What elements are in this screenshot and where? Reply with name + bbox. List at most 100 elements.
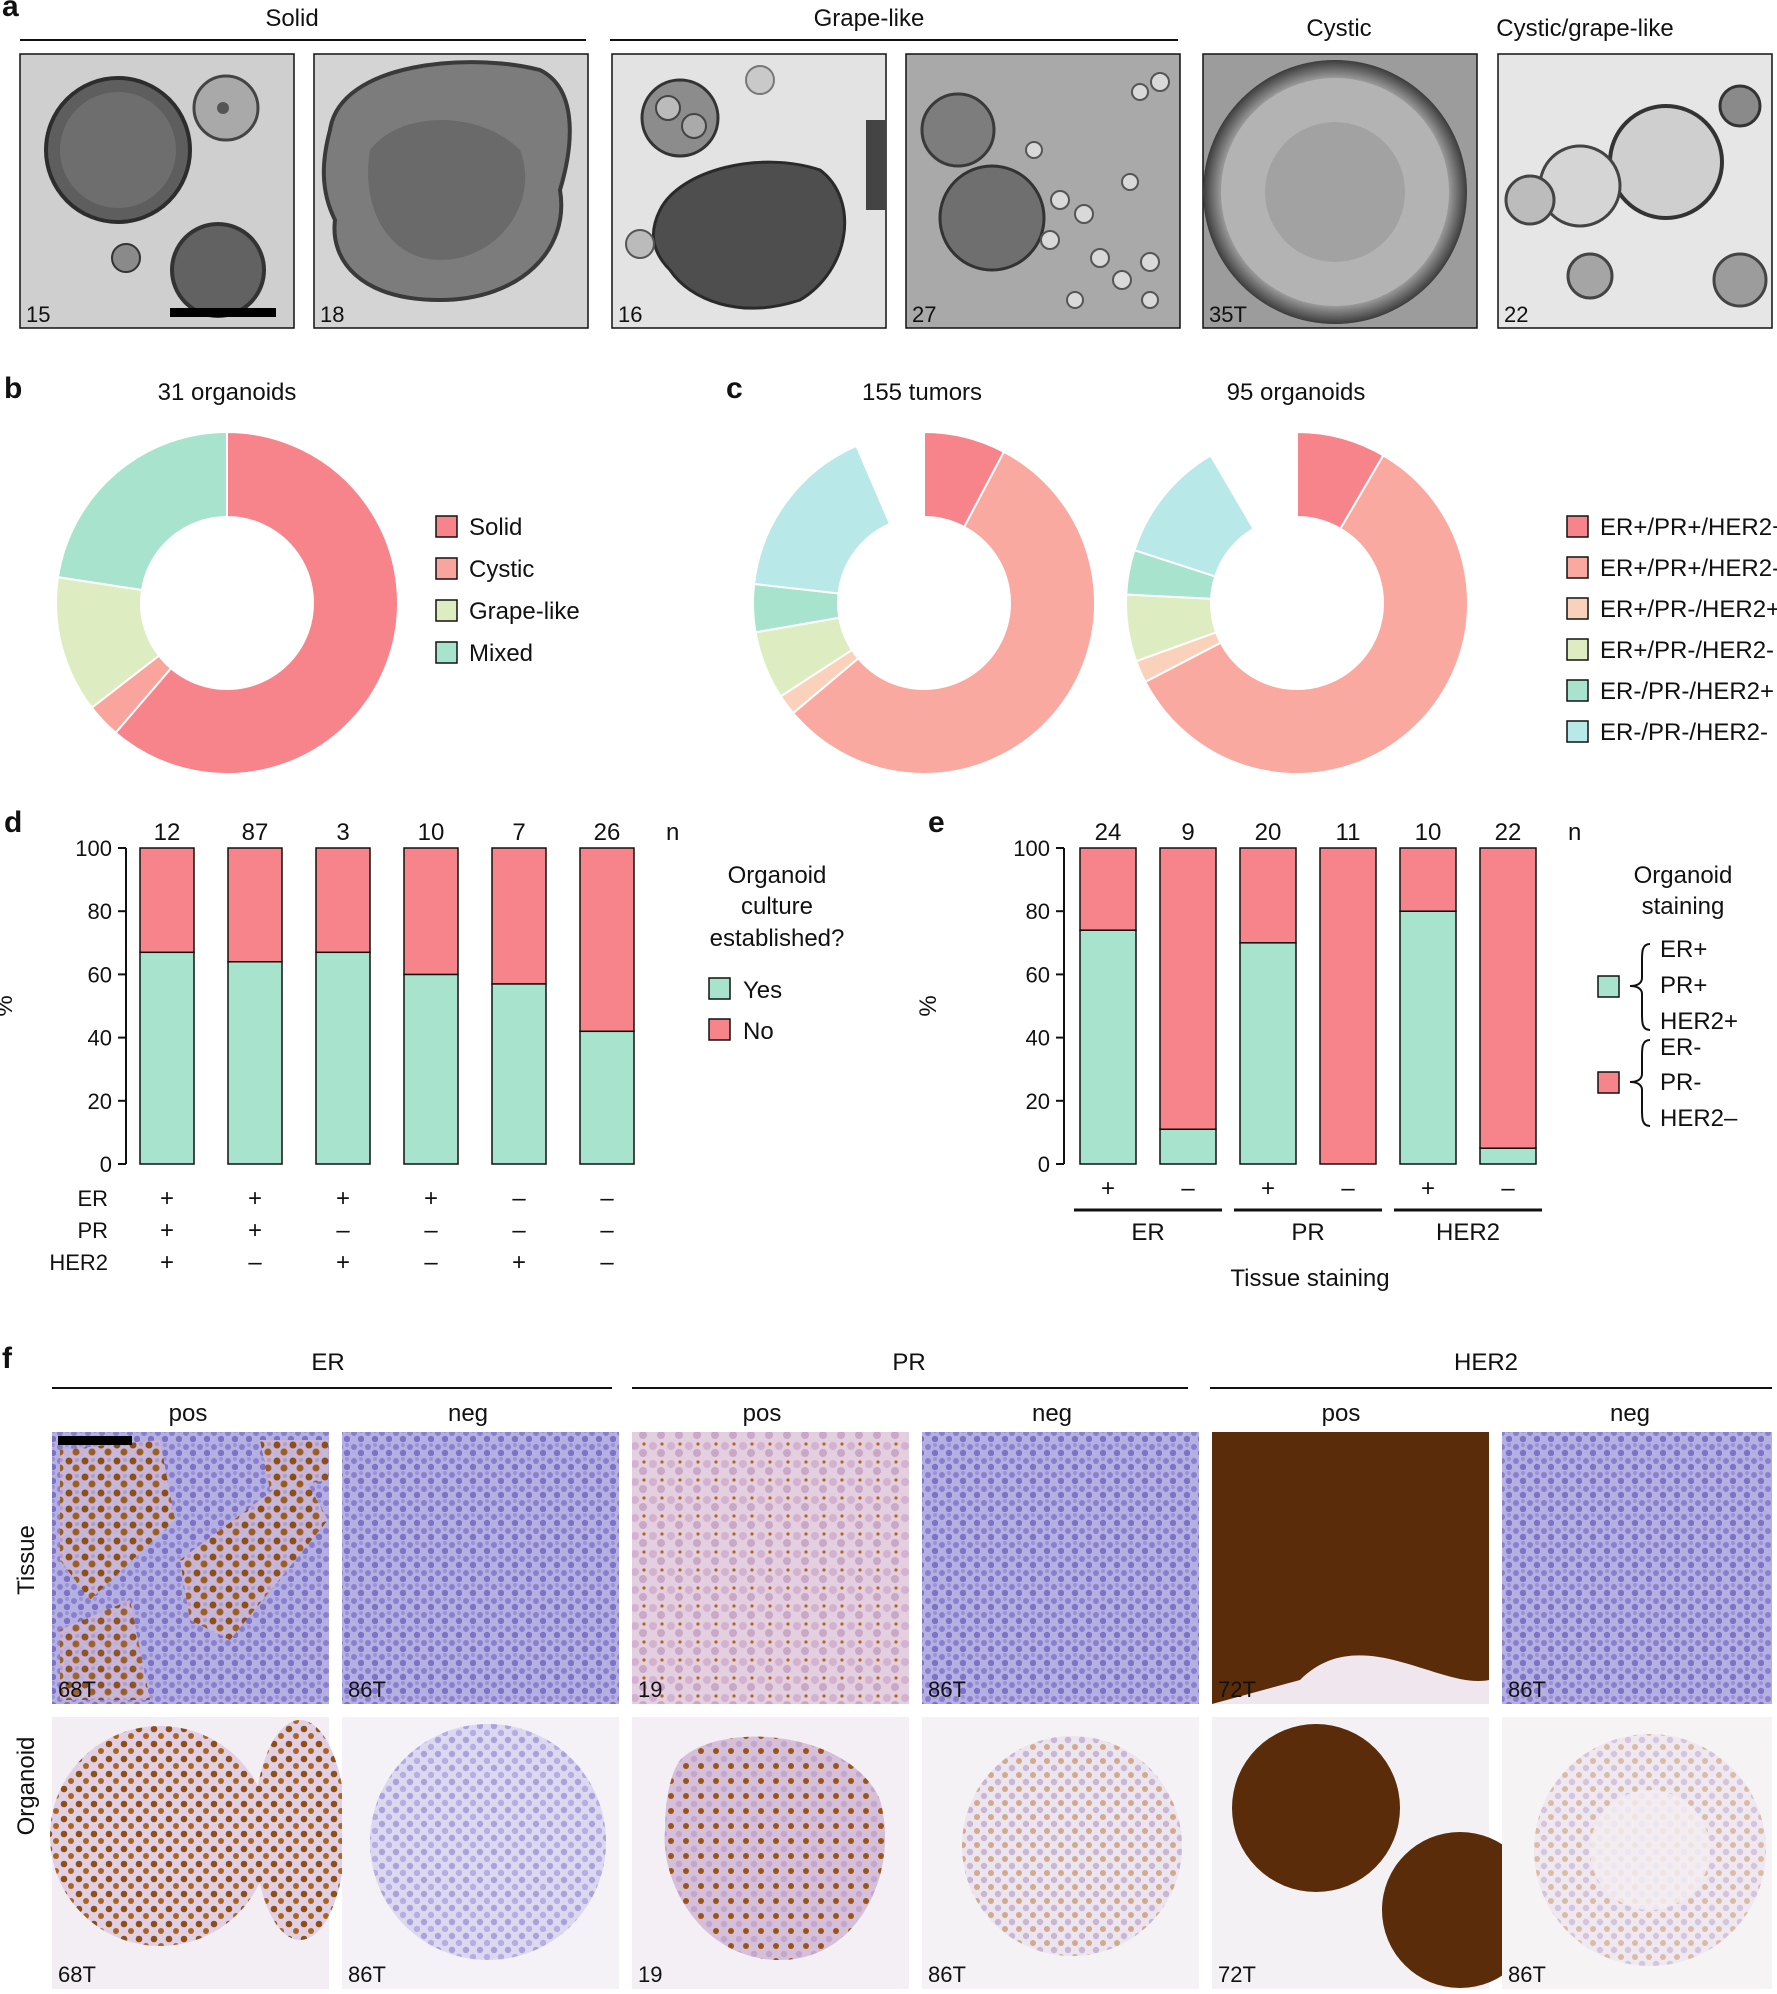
col-label: neg bbox=[1032, 1400, 1072, 1427]
legend-swatch bbox=[1566, 597, 1589, 620]
receptor-sign: – bbox=[512, 1217, 526, 1244]
receptor-sign: + bbox=[248, 1185, 262, 1212]
legend-swatch-negative bbox=[1597, 1071, 1620, 1094]
y-tick-label: 60 bbox=[88, 962, 112, 987]
receptor-sign: – bbox=[600, 1217, 614, 1244]
receptor-sign: + bbox=[424, 1185, 438, 1212]
legend-title-line: culture bbox=[741, 893, 813, 920]
receptor-row-label: PR bbox=[77, 1218, 108, 1243]
bar-segment-no bbox=[403, 847, 459, 976]
sample-id: 72T bbox=[1218, 1677, 1256, 1702]
donut-slice-er-pr-her2 bbox=[1143, 454, 1469, 775]
legend-title-line: Organoid bbox=[1634, 862, 1733, 889]
receptor-sign: – bbox=[336, 1217, 350, 1244]
group-label-grape: Grape-like bbox=[814, 5, 925, 32]
donut-slice-mixed bbox=[56, 430, 228, 592]
legend-label: Solid bbox=[469, 514, 522, 541]
ihc-organoid-pr-pos: 19 bbox=[632, 1717, 909, 1989]
receptor-sign: + bbox=[336, 1185, 350, 1212]
legend-title-line: Organoid bbox=[728, 862, 827, 889]
y-tick-label: 20 bbox=[88, 1089, 112, 1114]
legend-pos-line: HER2+ bbox=[1660, 1008, 1738, 1035]
bar-segment-no bbox=[315, 847, 371, 954]
sample-id: 68T bbox=[58, 1677, 96, 1702]
legend-swatch bbox=[1566, 679, 1589, 702]
ihc-organoid-er-neg: 86T bbox=[342, 1717, 619, 1989]
staining-sign: + bbox=[1101, 1175, 1115, 1202]
legend-swatch bbox=[1566, 638, 1589, 661]
panel-letter-c: c bbox=[726, 372, 743, 405]
marker-label-her2: HER2 bbox=[1454, 1349, 1518, 1376]
donut-chart-organoids bbox=[1125, 430, 1469, 775]
y-tick-label: 100 bbox=[1013, 836, 1050, 861]
n-label: 12 bbox=[154, 819, 181, 846]
panel-letter-b: b bbox=[4, 372, 22, 405]
ihc-tissue-er-neg: 86T bbox=[342, 1432, 619, 1704]
legend-culture: Organoid culture established? Yes No bbox=[708, 862, 845, 1045]
y-tick-label: 0 bbox=[100, 1152, 112, 1177]
group-label: ER bbox=[1131, 1219, 1164, 1246]
sample-id: 19 bbox=[638, 1677, 662, 1702]
sample-id: 86T bbox=[928, 1677, 966, 1702]
ihc-organoid-pr-neg: 86T bbox=[922, 1717, 1199, 1989]
sample-id: 86T bbox=[928, 1962, 966, 1987]
panel-letter-a: a bbox=[2, 0, 19, 23]
n-label: 3 bbox=[336, 819, 349, 846]
legend-swatch-yes bbox=[708, 977, 731, 1000]
bar-segment-no bbox=[579, 847, 635, 1033]
panel-f: f ER PR HER2 pos neg pos neg pos neg Tis… bbox=[2, 1342, 1772, 1989]
legend-label: ER+/PR-/HER2- bbox=[1600, 637, 1774, 664]
legend-pos-line: PR+ bbox=[1660, 972, 1707, 999]
group-label-cystic: Cystic bbox=[1306, 15, 1371, 42]
bar-segment-yes bbox=[315, 951, 371, 1165]
legend-brace bbox=[1629, 943, 1651, 1031]
n-label: 10 bbox=[418, 819, 445, 846]
bar-segment-yes bbox=[403, 973, 459, 1165]
image-id: 35T bbox=[1209, 302, 1247, 327]
bar-segment-no bbox=[1399, 847, 1457, 912]
bar-segment-yes bbox=[139, 951, 195, 1165]
bar-segment-no bbox=[1479, 847, 1537, 1149]
staining-sign: – bbox=[1501, 1175, 1515, 1202]
legend-title-line: staining bbox=[1642, 893, 1725, 920]
y-tick-label: 80 bbox=[1026, 899, 1050, 924]
legend-neg-line: ER- bbox=[1660, 1034, 1701, 1061]
legend-title-line: established? bbox=[710, 925, 845, 952]
legend-label-yes: Yes bbox=[743, 977, 782, 1004]
n-label: 7 bbox=[512, 819, 525, 846]
legend-brace bbox=[1629, 1039, 1651, 1127]
y-tick-label: 60 bbox=[1026, 962, 1050, 987]
legend-organoid-staining: Organoid staining ER+ PR+ HER2+ ER- PR- … bbox=[1597, 862, 1738, 1132]
donut-slice-er-pr-her2 bbox=[752, 444, 892, 595]
n-label: 9 bbox=[1181, 819, 1194, 846]
legend-label: ER+/PR+/HER2- bbox=[1600, 555, 1777, 582]
legend-swatch bbox=[1566, 556, 1589, 579]
staining-sign: + bbox=[1421, 1175, 1435, 1202]
group-label-solid: Solid bbox=[265, 5, 318, 32]
panel-c: c 155 tumors 95 organoids ER+/PR+/HER2+E… bbox=[726, 372, 1777, 775]
panel-b: b 31 organoids Solid Cystic Grape-like Mixe… bbox=[4, 372, 580, 775]
y-tick-label: 80 bbox=[88, 899, 112, 924]
micrograph-grape-27: 27 bbox=[905, 53, 1181, 329]
donut-title-tumors: 155 tumors bbox=[862, 379, 982, 406]
n-label: 10 bbox=[1415, 819, 1442, 846]
y-axis-title: % bbox=[0, 995, 18, 1016]
image-id: 15 bbox=[26, 302, 50, 327]
receptor-sign: + bbox=[336, 1249, 350, 1276]
micrograph-grape-16: 16 bbox=[611, 53, 887, 329]
legend-neg-line: PR- bbox=[1660, 1069, 1701, 1096]
legend-label-no: No bbox=[743, 1018, 774, 1045]
legend-label: ER-/PR-/HER2+ bbox=[1600, 678, 1774, 705]
legend-swatch-no bbox=[708, 1018, 731, 1041]
receptor-sign: + bbox=[512, 1249, 526, 1276]
col-label: neg bbox=[448, 1400, 488, 1427]
col-label: pos bbox=[1322, 1400, 1361, 1427]
ihc-tissue-pr-neg: 86T bbox=[922, 1432, 1199, 1704]
receptor-sign: – bbox=[512, 1185, 526, 1212]
stacked-bar-chart-d: 0 20 40 60 80 100% 12 87 3 10 7 26 n ER + + + + – – PR + + – – – –… bbox=[0, 819, 679, 1276]
panel-letter-d: d bbox=[4, 806, 22, 839]
bar-segment-no bbox=[227, 847, 283, 963]
n-label: 22 bbox=[1495, 819, 1522, 846]
ihc-tissue-her2-neg: 86T bbox=[1502, 1432, 1772, 1704]
ihc-tissue-er-pos: 68T bbox=[52, 1432, 329, 1704]
